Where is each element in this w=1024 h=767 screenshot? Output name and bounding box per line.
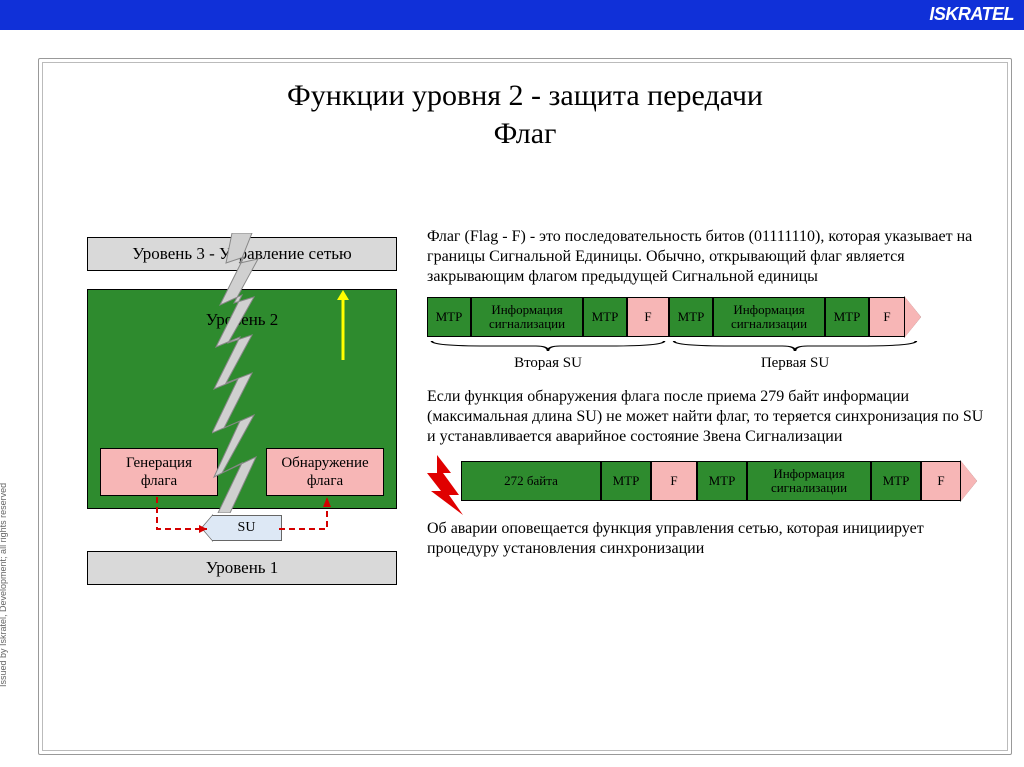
- brace-left: Вторая SU: [427, 339, 669, 369]
- brace-right: Первая SU: [669, 339, 921, 369]
- level2-label: Уровень 2: [88, 310, 396, 330]
- level3-box: Уровень 3 - Управление сетью: [87, 237, 397, 271]
- slide-frame: Функции уровня 2 - защита передачи Флаг …: [38, 58, 1012, 755]
- right-column: Флаг (Flag - F) - это последовательность…: [427, 227, 991, 569]
- su-label: SU: [212, 515, 282, 541]
- flag-generation-label: Генерацияфлага: [126, 454, 192, 490]
- paragraph-1: Флаг (Flag - F) - это последовательность…: [427, 227, 991, 287]
- arrow-tip-icon: [905, 297, 921, 337]
- brace-left-label: Вторая SU: [427, 355, 669, 372]
- segment: MTP: [427, 297, 471, 337]
- level1-label: Уровень 1: [206, 558, 279, 578]
- level2-box: Уровень 2 Генерацияфлага Обнаружениефлаг…: [87, 289, 397, 509]
- segment: Информациясигнализации: [713, 297, 825, 337]
- sequence-1: MTPИнформациясигнализацииMTPFMTPИнформац…: [427, 297, 991, 337]
- segment: F: [921, 461, 961, 501]
- lightning-icon: [427, 455, 463, 515]
- arrow-tip-icon: [961, 461, 977, 501]
- segment: Информациясигнализации: [747, 461, 871, 501]
- segment: MTP: [601, 461, 651, 501]
- sequence-2: 272 байтаMTPFMTPИнформациясигнализацииMT…: [461, 461, 991, 501]
- segment: MTP: [871, 461, 921, 501]
- segment: MTP: [583, 297, 627, 337]
- side-caption: Issued by Iskratel, Development; all rig…: [0, 483, 8, 687]
- paragraph-3: Об аварии оповещается функция управления…: [427, 519, 991, 559]
- brace-right-label: Первая SU: [669, 355, 921, 372]
- paragraph-2: Если функция обнаружения флага после при…: [427, 387, 991, 447]
- level1-box: Уровень 1 SU: [87, 551, 397, 585]
- su-box: SU: [202, 515, 282, 541]
- segment: MTP: [697, 461, 747, 501]
- brand-logo: ISKRATEL: [929, 4, 1014, 25]
- segment: 272 байта: [461, 461, 601, 501]
- top-bar: ISKRATEL: [0, 0, 1024, 30]
- flag-generation-box: Генерацияфлага: [100, 448, 218, 496]
- segment: F: [651, 461, 697, 501]
- sequence-2-wrap: 272 байтаMTPFMTPИнформациясигнализацииMT…: [461, 461, 991, 501]
- brace-row-1: Вторая SU Первая SU: [427, 339, 991, 369]
- yellow-arrow-icon: [337, 290, 349, 360]
- segment: Информациясигнализации: [471, 297, 583, 337]
- segment: MTP: [669, 297, 713, 337]
- segment: MTP: [825, 297, 869, 337]
- segment: F: [869, 297, 905, 337]
- left-diagram: Уровень 3 - Управление сетью Уровень 2 Г…: [87, 237, 397, 585]
- content-area: Уровень 3 - Управление сетью Уровень 2 Г…: [87, 209, 991, 734]
- segment: F: [627, 297, 669, 337]
- flag-detection-box: Обнаружениефлага: [266, 448, 384, 496]
- flag-detection-label: Обнаружениефлага: [281, 454, 368, 490]
